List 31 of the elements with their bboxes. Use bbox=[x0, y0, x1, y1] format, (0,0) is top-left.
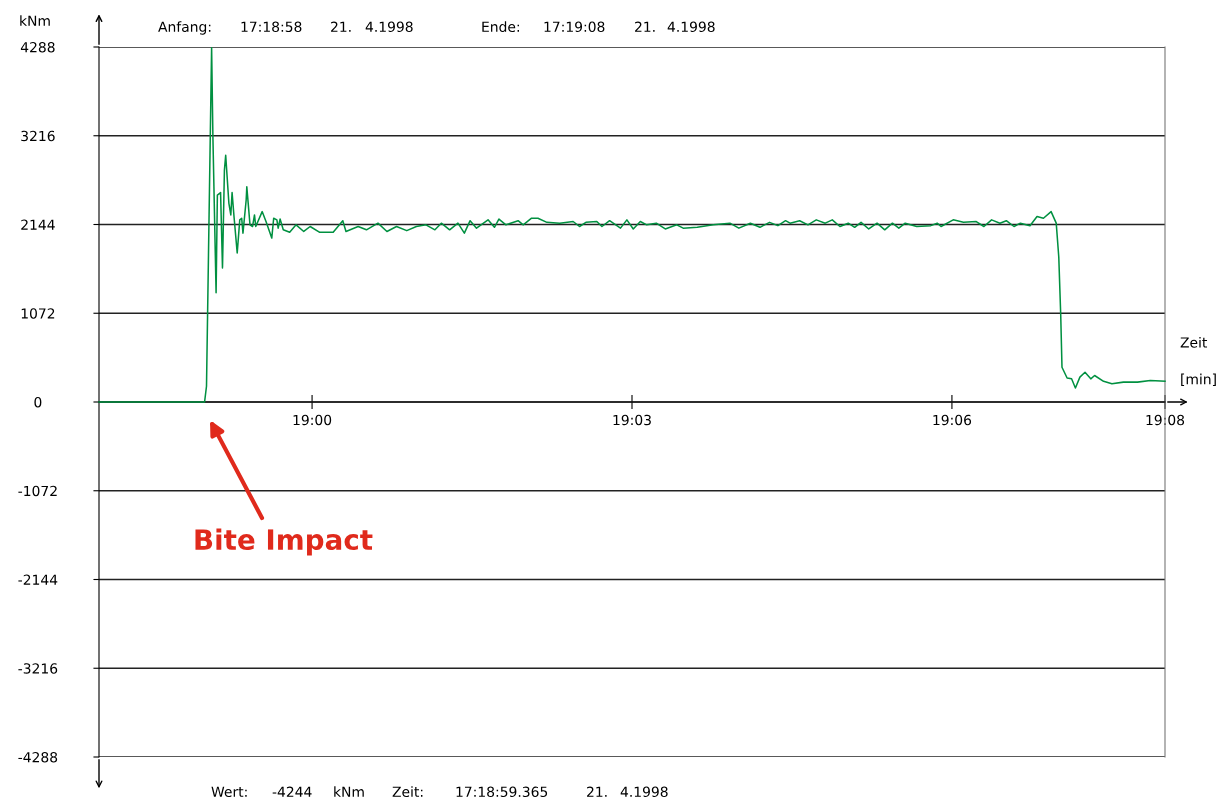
y-tick-label: -3216 bbox=[18, 663, 58, 674]
y-tick-label: 1072 bbox=[21, 308, 55, 319]
y-tick-label: -4288 bbox=[18, 751, 58, 763]
y-tick-label: 2144 bbox=[21, 219, 55, 230]
y-tick-label: 3216 bbox=[21, 130, 55, 142]
y-tick-label: -2144 bbox=[18, 574, 58, 585]
x-tick-label: 19:03 bbox=[613, 414, 651, 426]
x-tick-label: 19:00 bbox=[293, 414, 332, 426]
y-axis-title: kNm bbox=[20, 15, 50, 26]
text: 21. bbox=[587, 786, 607, 797]
y-tick-label: -1072 bbox=[18, 485, 57, 497]
text: 17:18:58 bbox=[241, 21, 302, 33]
text: Zeit: bbox=[392, 786, 423, 798]
text: 21. bbox=[635, 21, 655, 32]
y-tick-label: 4288 bbox=[20, 41, 55, 53]
text: Wert: bbox=[211, 786, 247, 798]
text: -4244 bbox=[272, 786, 312, 797]
text: kNm bbox=[334, 786, 364, 797]
text: 17:18:59.365 bbox=[456, 786, 548, 798]
text: Zeit [min] bbox=[1180, 336, 1216, 386]
y-tick-label: 0 bbox=[34, 396, 42, 408]
text: 4.1998 bbox=[667, 21, 715, 33]
text: Ende: bbox=[482, 21, 519, 33]
x-tick-label: 19:06 bbox=[933, 414, 972, 426]
text: 4.1998 bbox=[620, 786, 668, 798]
x-tick-label: 19:08 bbox=[1146, 414, 1185, 426]
text: Anfang: bbox=[158, 21, 211, 35]
text: 17:19:08 bbox=[544, 21, 605, 33]
text: 21. bbox=[331, 21, 351, 32]
text: 4.1998 bbox=[365, 21, 413, 33]
annotation: Bite Impact bbox=[195, 528, 373, 556]
